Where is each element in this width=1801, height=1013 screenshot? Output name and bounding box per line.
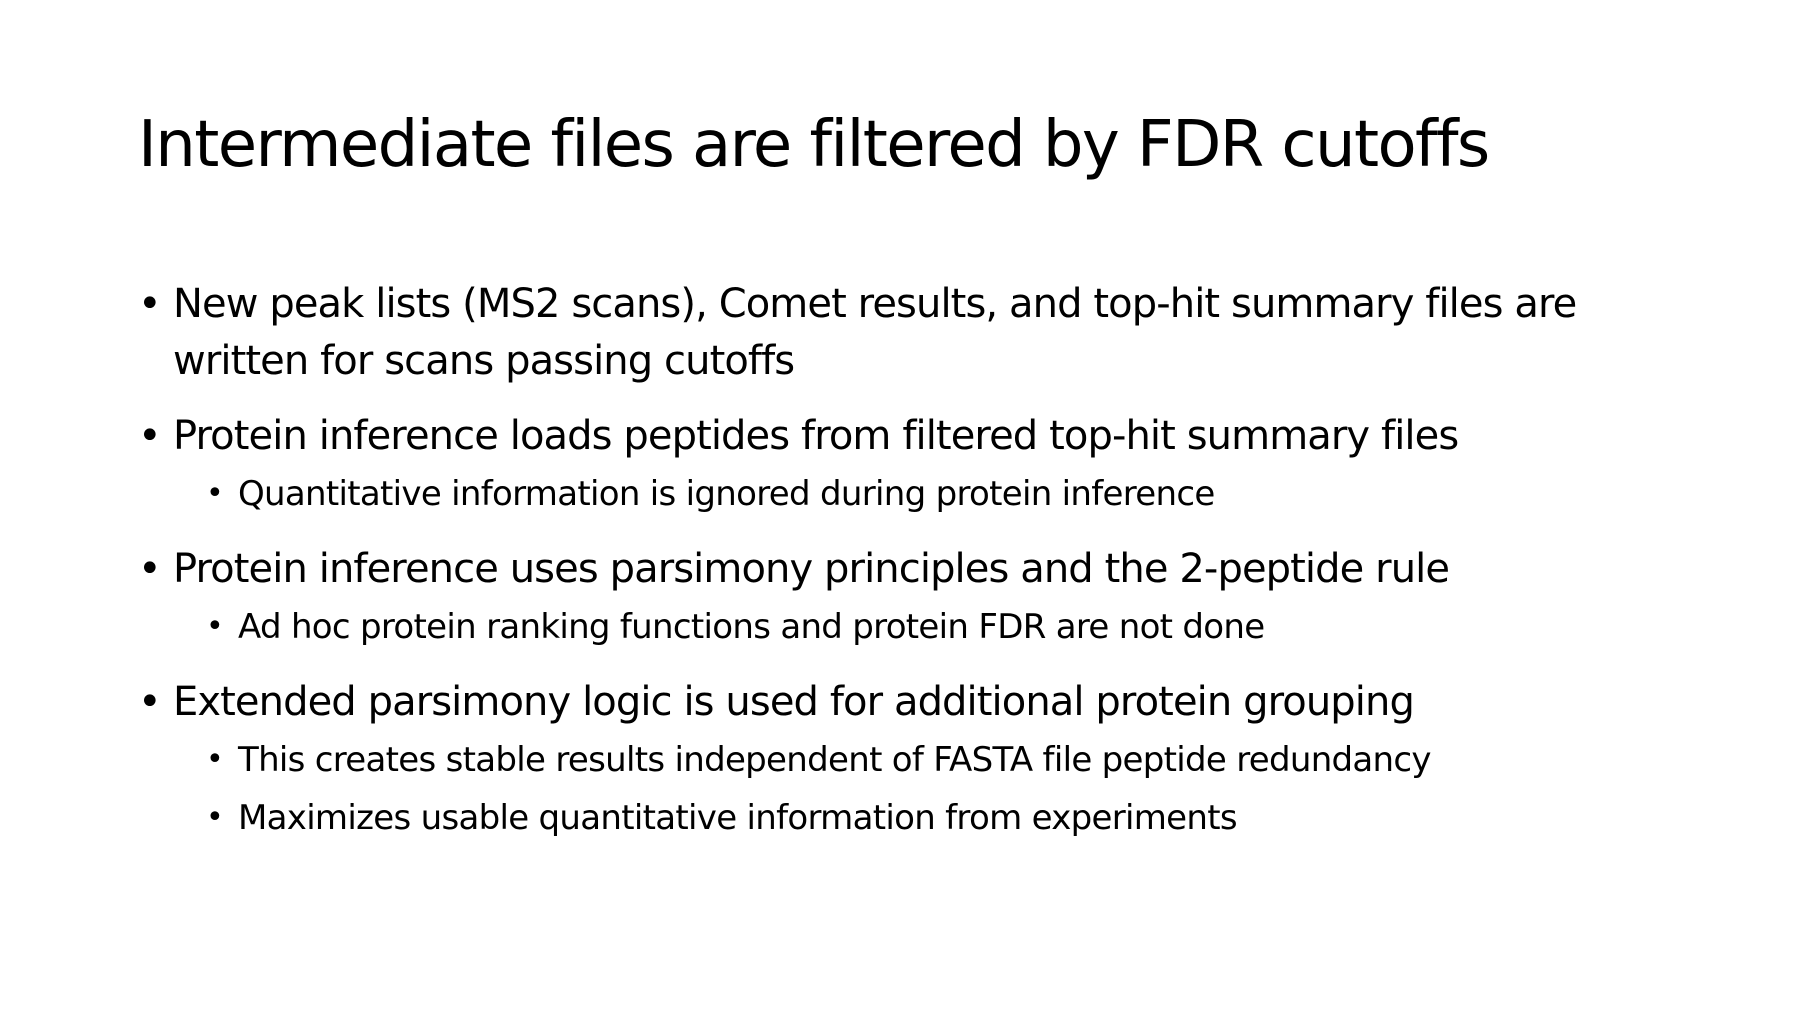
bullet-point: • New peak lists (MS2 scans), Comet resu…: [138, 276, 1698, 390]
bullet-dot-icon: •: [138, 413, 162, 459]
bullet-text: Protein inference uses parsimony princip…: [173, 546, 1450, 592]
slide-title: Intermediate files are filtered by FDR c…: [138, 108, 1490, 182]
sub-bullet-text: This creates stable results independent …: [238, 740, 1432, 780]
bullet-text: Protein inference loads peptides from fi…: [173, 413, 1459, 459]
bullet-point: • Protein inference uses parsimony princ…: [138, 541, 1698, 598]
bullet-dot-icon: •: [138, 281, 162, 327]
sub-bullet-text: Ad hoc protein ranking functions and pro…: [238, 607, 1265, 647]
bullet-point: • Extended parsimony logic is used for a…: [138, 674, 1698, 731]
bullet-dot-icon: •: [206, 476, 224, 511]
sub-bullet-point: • Quantitative information is ignored du…: [206, 465, 1698, 523]
bullet-dot-icon: •: [206, 800, 224, 835]
bullet-dot-icon: •: [206, 742, 224, 777]
sub-bullet-point: • Maximizes usable quantitative informat…: [206, 789, 1698, 847]
bullet-dot-icon: •: [206, 609, 224, 644]
bullet-dot-icon: •: [138, 546, 162, 592]
bullet-dot-icon: •: [138, 679, 162, 725]
sub-bullet-text: Maximizes usable quantitative informatio…: [238, 798, 1238, 838]
sub-bullet-point: • This creates stable results independen…: [206, 731, 1698, 789]
sub-bullet-point: • Ad hoc protein ranking functions and p…: [206, 598, 1698, 656]
bullet-list: • New peak lists (MS2 scans), Comet resu…: [138, 276, 1698, 847]
sub-bullet-text: Quantitative information is ignored duri…: [238, 474, 1215, 514]
bullet-text: Extended parsimony logic is used for add…: [173, 679, 1415, 725]
bullet-text: New peak lists (MS2 scans), Comet result…: [173, 281, 1577, 384]
bullet-point: • Protein inference loads peptides from …: [138, 408, 1698, 465]
